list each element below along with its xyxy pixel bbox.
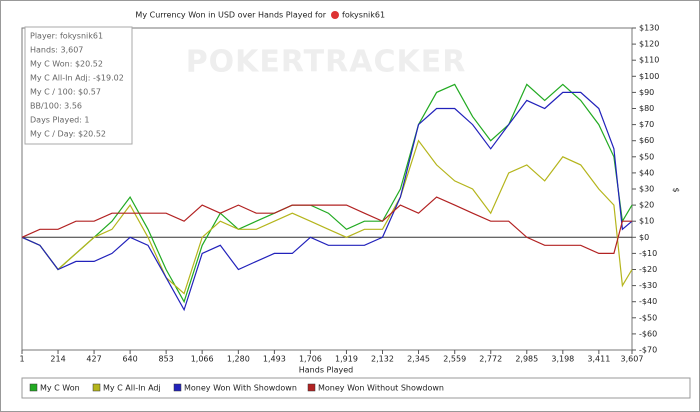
y-tick-label: -$60 (639, 329, 657, 338)
y-tick-label: $100 (639, 72, 659, 81)
legend-swatch (307, 383, 316, 392)
y-tick-label: $50 (639, 152, 654, 161)
info-box: Player: fokysnik61 Hands: 3,607 My C Won: … (24, 26, 133, 145)
info-line: My C Won: $20.52 (30, 60, 103, 69)
y-tick-label: $40 (639, 168, 654, 177)
x-tick-label: 1,919 (335, 355, 358, 364)
x-tick-label: 640 (122, 355, 137, 364)
y-tick-label: $60 (639, 136, 654, 145)
y-tick-label: $120 (639, 40, 659, 49)
y-tick-label: $10 (639, 217, 654, 226)
info-line: Days Played: 1 (30, 116, 90, 125)
legend-label: Money Won Without Showdown (318, 384, 444, 393)
x-tick-label: 427 (86, 355, 101, 364)
x-tick-label: 853 (158, 355, 173, 364)
y-tick-label: $0 (639, 233, 649, 242)
x-tick-label: 3,198 (551, 355, 574, 364)
y-tick-label: -$50 (639, 313, 657, 322)
legend (21, 377, 691, 399)
watermark: POKERTRACKER (186, 45, 467, 80)
y-tick-label: $130 (639, 24, 659, 33)
y-tick-label: $20 (639, 201, 654, 210)
y-tick-label: $80 (639, 104, 654, 113)
y-tick-label: -$10 (639, 249, 657, 258)
y-tick-label: $110 (639, 56, 659, 65)
y-tick-label: -$40 (639, 297, 657, 306)
series-line (21, 139, 633, 295)
y-tick-label: -$30 (639, 281, 657, 290)
x-tick-label: 3,607 (621, 355, 644, 364)
chart-title: My Currency Won in USD over Hands Played… (135, 11, 326, 20)
x-tick-label: 3,411 (587, 355, 610, 364)
info-line: My C / Day: $20.52 (30, 130, 106, 139)
x-tick-label: 1,706 (299, 355, 322, 364)
y-tick-label: $70 (639, 120, 654, 129)
x-tick-label: 2,132 (371, 355, 394, 364)
info-line: BB/100: 3.56 (30, 102, 82, 111)
x-tick-label: 2,772 (479, 355, 502, 364)
info-box-frame (24, 26, 133, 145)
x-axis-label: Hands Played (299, 366, 353, 375)
legend-swatch (29, 383, 38, 392)
x-tick-label: 2,345 (407, 355, 430, 364)
legend-label: Money Won With Showdown (184, 384, 297, 393)
x-tick-label: 1,280 (227, 355, 250, 364)
legend-label: My C Won (40, 384, 80, 393)
info-line: My C / 100: $0.57 (30, 88, 101, 97)
player-name: fokysnik61 (342, 11, 385, 20)
info-line: Player: fokysnik61 (30, 32, 103, 41)
y-tick-label: -$70 (639, 346, 657, 355)
y-tick-label: $90 (639, 88, 654, 97)
x-tick-label: 1 (19, 355, 24, 364)
series-line (21, 196, 632, 254)
legend-label: My C All-In Adj (103, 384, 161, 393)
x-tick-label: 1,066 (191, 355, 214, 364)
y-axis-label: $ (672, 187, 681, 192)
x-tick-label: 2,985 (515, 355, 538, 364)
x-tick-label: 2,559 (443, 355, 466, 364)
series-line (21, 83, 633, 304)
info-line: My C All-In Adj: -$19.02 (30, 74, 124, 83)
legend-swatch (92, 383, 101, 392)
legend-swatch (173, 383, 182, 392)
info-line: Hands: 3,607 (30, 46, 83, 55)
y-tick-label: $30 (639, 185, 654, 194)
player-icon (331, 11, 339, 19)
y-tick-label: -$20 (639, 265, 657, 274)
series-line (21, 91, 633, 312)
x-tick-label: 214 (50, 355, 65, 364)
x-tick-label: 1,493 (263, 355, 286, 364)
